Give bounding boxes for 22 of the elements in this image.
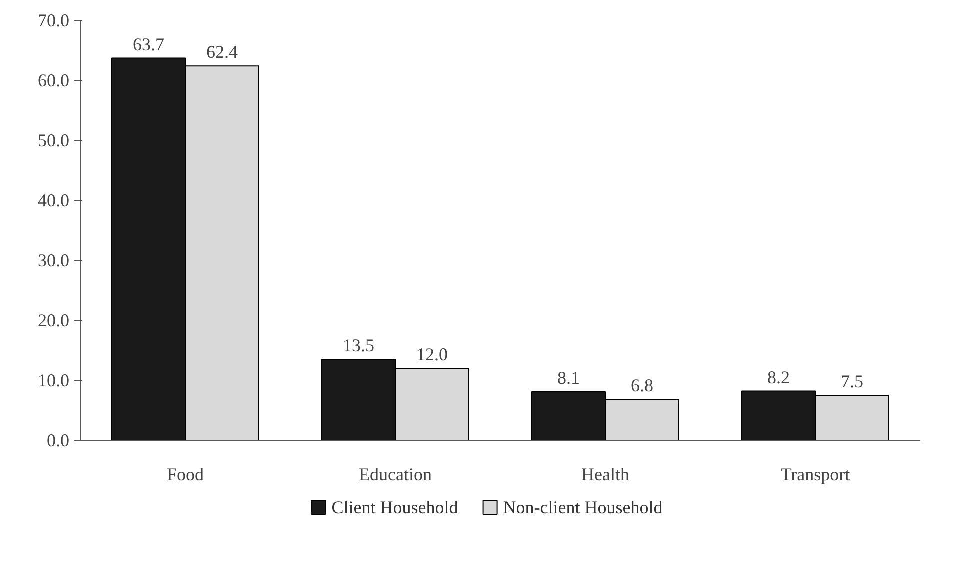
data-label: 12.0 (416, 344, 448, 364)
data-label: 62.4 (206, 42, 238, 62)
y-tick-label: 30.0 (38, 250, 70, 270)
y-tick-label: 0.0 (47, 430, 70, 450)
data-label: 6.8 (631, 376, 654, 396)
y-tick-label: 60.0 (38, 70, 70, 90)
x-tick-label: Education (359, 464, 432, 484)
data-label: 8.1 (558, 368, 580, 388)
legend-label: Non-client Household (503, 498, 663, 518)
data-label: 7.5 (841, 372, 864, 392)
x-tick-label: Transport (780, 464, 850, 484)
y-tick-label: 40.0 (38, 190, 70, 210)
y-tick-label: 20.0 (38, 310, 70, 330)
data-label: 8.2 (768, 367, 790, 388)
y-tick-label: 70.0 (38, 10, 70, 30)
data-label: 13.5 (343, 336, 374, 356)
y-tick-label: 50.0 (38, 130, 70, 150)
x-tick-label: Health (582, 464, 630, 484)
data-label: 63.7 (133, 34, 164, 54)
y-tick-label: 10.0 (38, 370, 70, 390)
x-tick-label: Food (166, 464, 204, 484)
legend-label: Client Household (332, 498, 458, 518)
